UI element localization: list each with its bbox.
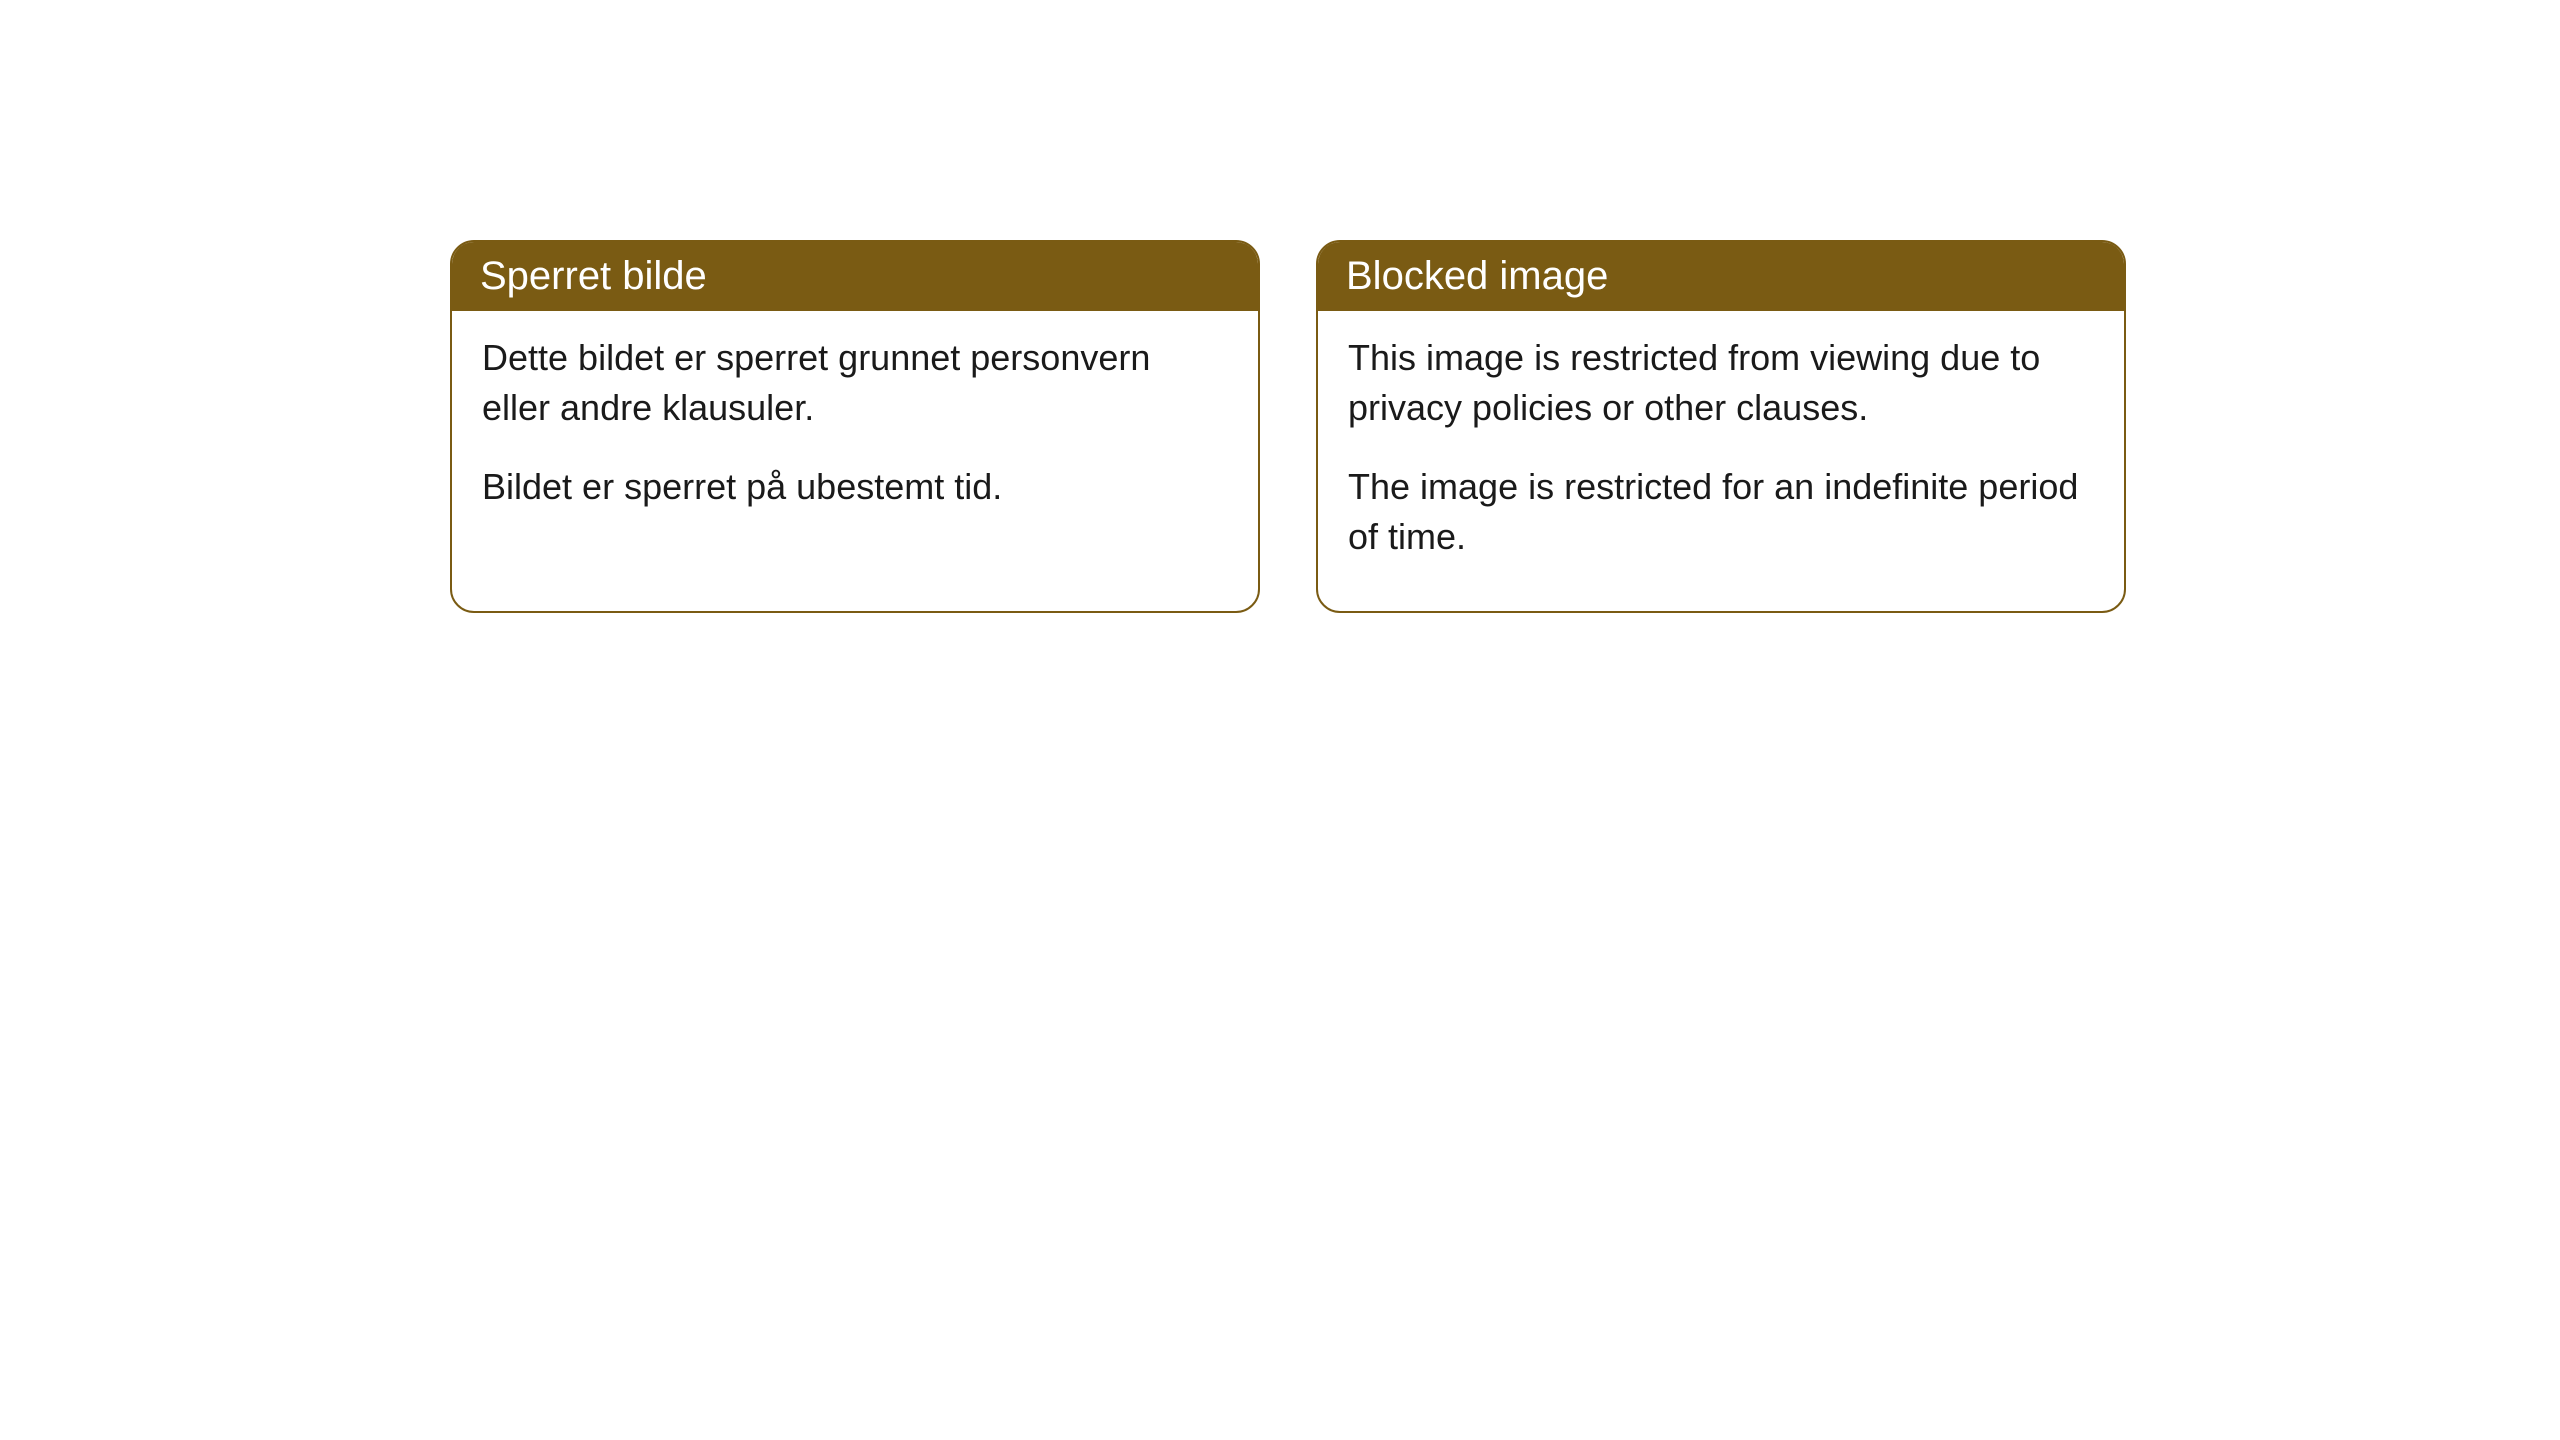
notice-card-norwegian: Sperret bilde Dette bildet er sperret gr… <box>450 240 1260 613</box>
card-body: Dette bildet er sperret grunnet personve… <box>452 311 1258 560</box>
card-header: Sperret bilde <box>452 242 1258 311</box>
card-paragraph-2: The image is restricted for an indefinit… <box>1348 462 2094 563</box>
card-body: This image is restricted from viewing du… <box>1318 311 2124 611</box>
card-paragraph-2: Bildet er sperret på ubestemt tid. <box>482 462 1228 512</box>
card-title: Sperret bilde <box>480 254 707 298</box>
card-title: Blocked image <box>1346 254 1608 298</box>
notice-cards-container: Sperret bilde Dette bildet er sperret gr… <box>450 240 2126 613</box>
card-header: Blocked image <box>1318 242 2124 311</box>
card-paragraph-1: This image is restricted from viewing du… <box>1348 333 2094 434</box>
card-paragraph-1: Dette bildet er sperret grunnet personve… <box>482 333 1228 434</box>
notice-card-english: Blocked image This image is restricted f… <box>1316 240 2126 613</box>
